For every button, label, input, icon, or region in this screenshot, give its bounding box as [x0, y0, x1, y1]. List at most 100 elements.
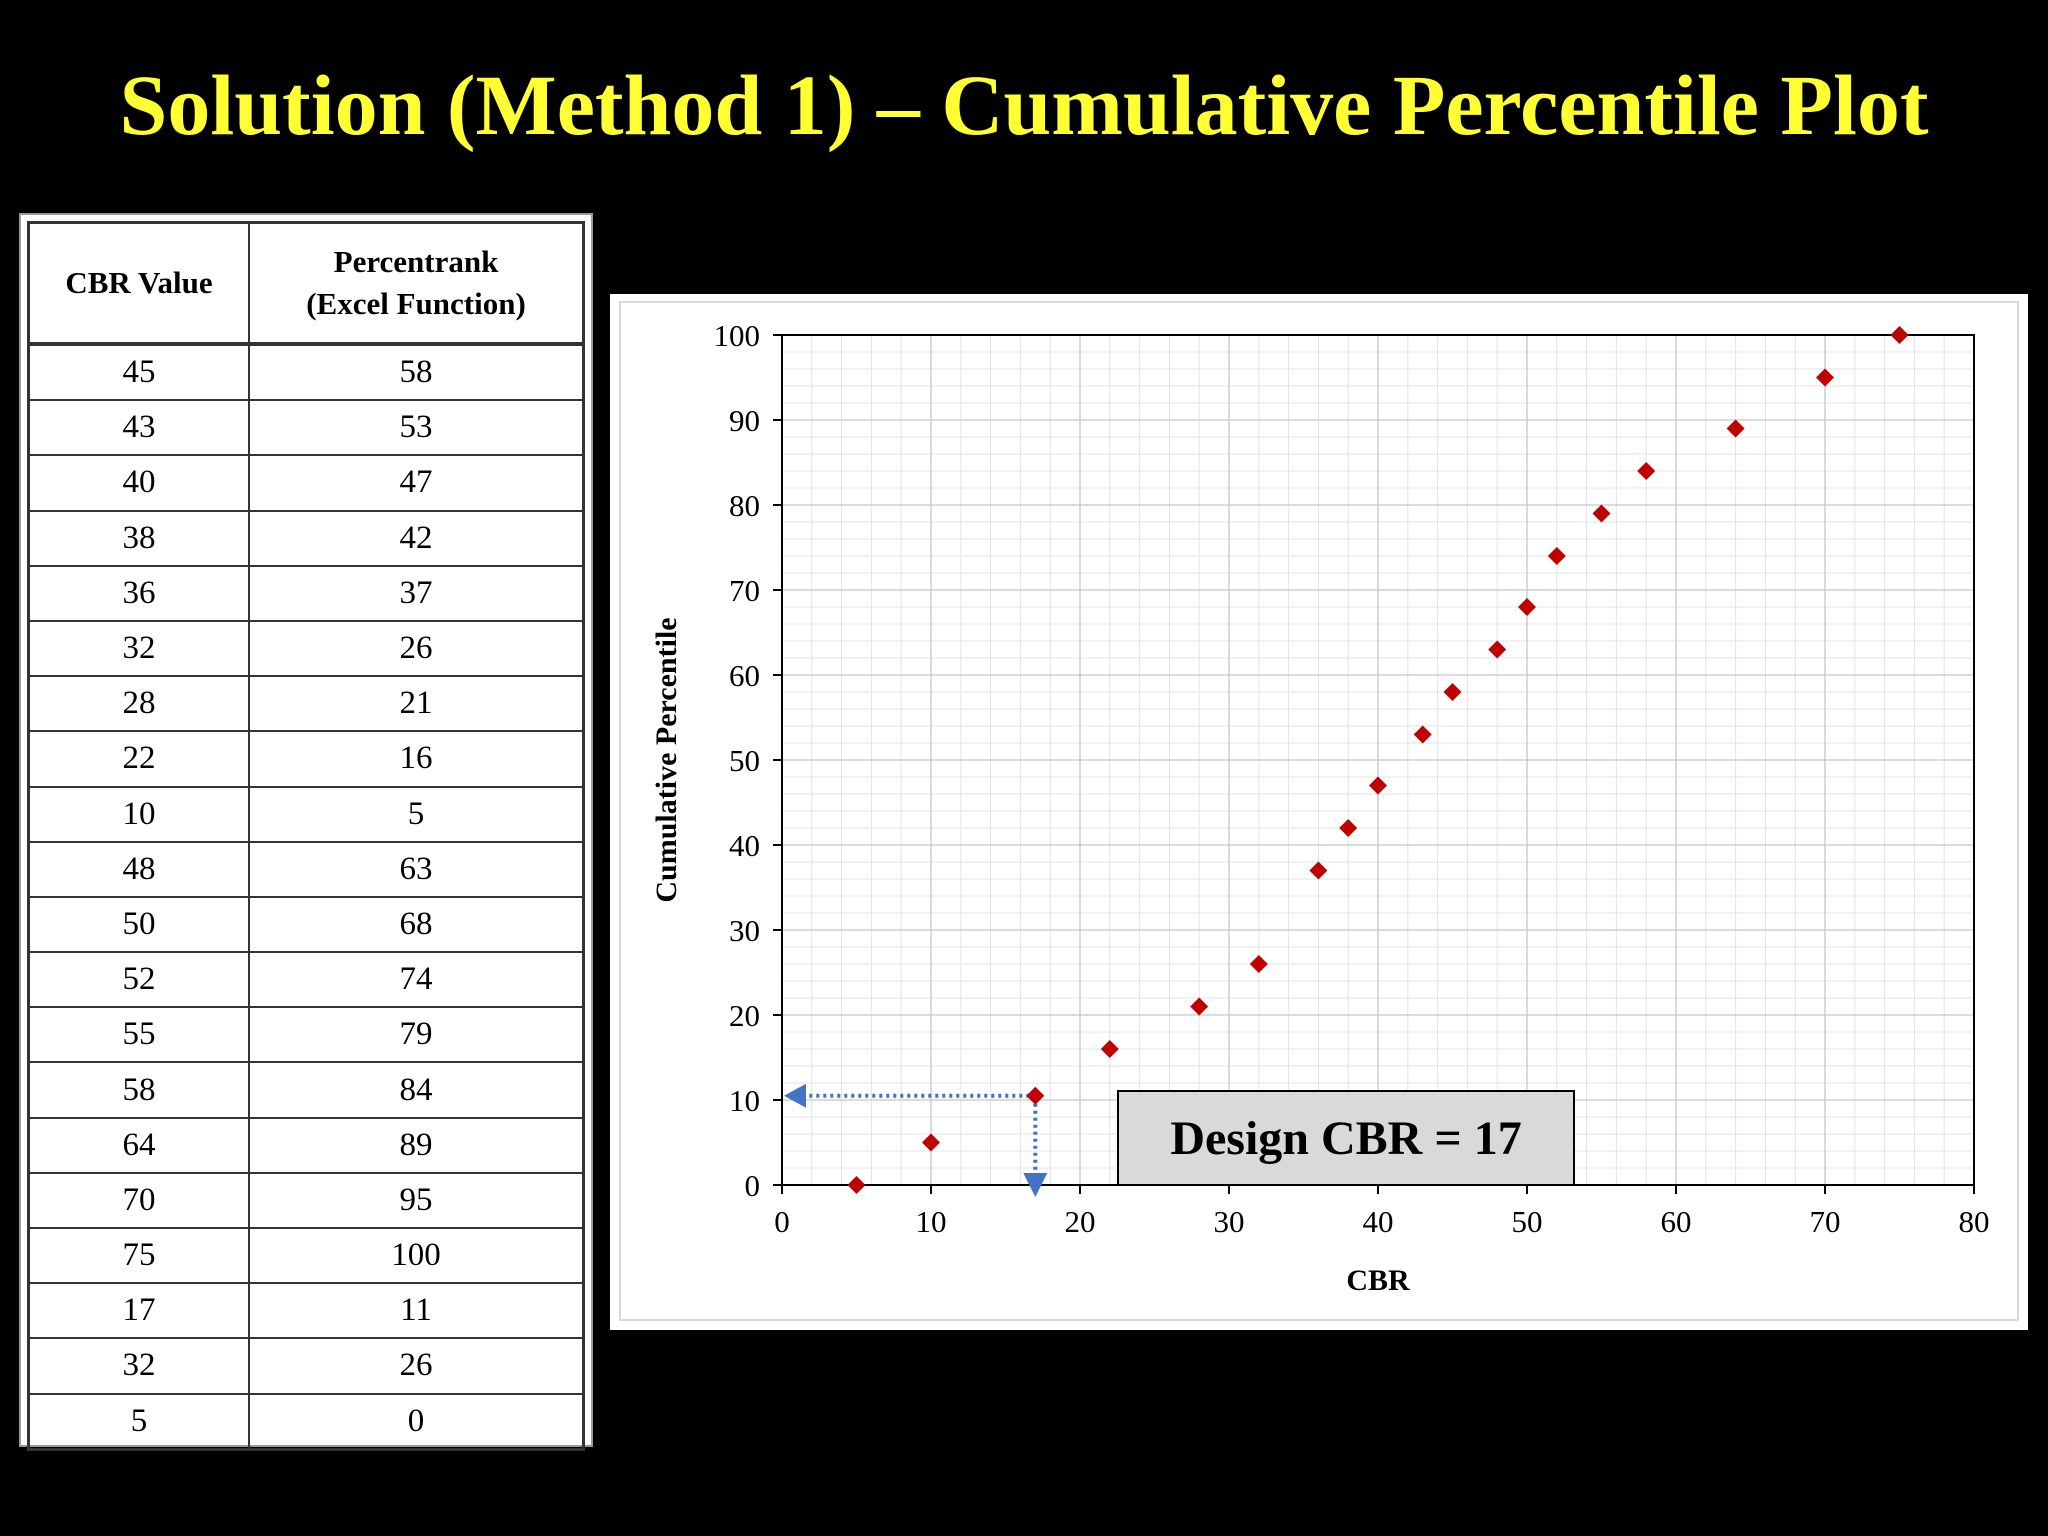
cell-cbr-value: 32 [27, 619, 250, 678]
data-point [1816, 368, 1834, 387]
data-point [1339, 819, 1358, 837]
cell-percentrank: 47 [248, 454, 585, 512]
cell-percentrank: 16 [248, 730, 585, 788]
header-cbr-value: CBR Value [27, 221, 250, 346]
data-point [1190, 997, 1209, 1016]
header-percentrank: Percentrank (Excel Function) [248, 221, 585, 346]
cell-cbr-value: 75 [27, 1226, 250, 1285]
y-tick-label: 90 [729, 403, 760, 438]
data-point [1249, 955, 1268, 973]
y-tick-label: 70 [729, 573, 760, 608]
cell-percentrank: 79 [248, 1006, 585, 1064]
data-point [1026, 1086, 1045, 1105]
cell-percentrank: 26 [248, 619, 585, 678]
slide-title: Solution (Method 1) – Cumulative Percent… [119, 57, 1929, 153]
cell-cbr-value: 50 [27, 895, 250, 954]
scatter-chart: 0 10 20 30 40 50 60 70 80 0 10 20 30 40 50 60 70 80 90 100 C… [619, 301, 2019, 1321]
y-tick-label: 100 [714, 318, 761, 353]
cell-percentrank: 0 [248, 1392, 585, 1451]
table-row: 55 79 [27, 1006, 585, 1064]
cell-cbr-value: 32 [27, 1337, 250, 1395]
cell-cbr-value: 52 [27, 951, 250, 1009]
table-row: 43 53 [27, 399, 585, 457]
cell-cbr-value: 10 [27, 785, 250, 843]
header-percentrank-line2: (Excel Function) [306, 286, 526, 321]
table-row: 36 37 [27, 564, 585, 622]
table-row: 58 84 [27, 1061, 585, 1119]
table-row: 32 26 [27, 1337, 585, 1395]
data-point [1100, 1040, 1119, 1058]
table-row: 48 63 [27, 840, 585, 898]
data-point [1637, 462, 1656, 480]
cell-percentrank: 42 [248, 509, 585, 567]
y-tick-label: 20 [729, 998, 760, 1033]
x-tick-label: 80 [1959, 1204, 1990, 1239]
cell-cbr-value: 55 [27, 1006, 250, 1064]
table-row: 50 68 [27, 895, 585, 954]
data-point [1369, 776, 1387, 795]
cell-percentrank: 26 [248, 1337, 585, 1395]
cell-cbr-value: 64 [27, 1116, 250, 1174]
table-row: 32 26 [27, 619, 585, 678]
cell-cbr-value: 38 [27, 509, 250, 567]
cell-cbr-value: 58 [27, 1061, 250, 1119]
y-axis-title: Cumulative Percentile [650, 617, 683, 902]
y-tick-label: 30 [729, 913, 760, 948]
table-row: 70 95 [27, 1171, 585, 1230]
cell-percentrank: 68 [248, 895, 585, 954]
table-row: 75 100 [27, 1226, 585, 1285]
data-point [847, 1176, 866, 1194]
x-tick-label: 10 [916, 1204, 947, 1239]
cell-percentrank: 84 [248, 1061, 585, 1119]
design-cbr-callout [1117, 1090, 1575, 1186]
table-row: 28 21 [27, 675, 585, 733]
table-row: 52 74 [27, 951, 585, 1009]
y-tick-label: 80 [729, 488, 760, 523]
data-point [922, 1133, 940, 1152]
table-header-row: CBR Value Percentrank (Excel Function) [27, 221, 585, 346]
cell-cbr-value: 45 [27, 342, 250, 402]
cbr-table-panel: CBR Value Percentrank (Excel Function) 4… [19, 213, 593, 1451]
design-cbr-label: Design CBR = 17 [1170, 1112, 1521, 1165]
cell-percentrank: 11 [248, 1282, 585, 1340]
cell-percentrank: 89 [248, 1116, 585, 1174]
data-point [1488, 640, 1507, 659]
cell-percentrank: 53 [248, 399, 585, 457]
x-tick-label: 20 [1065, 1204, 1096, 1239]
cell-percentrank: 5 [248, 785, 585, 843]
x-tick-label: 40 [1363, 1204, 1394, 1239]
cell-percentrank: 74 [248, 951, 585, 1009]
cell-cbr-value: 17 [27, 1282, 250, 1340]
cell-cbr-value: 43 [27, 399, 250, 457]
x-tick-label: 70 [1810, 1204, 1841, 1239]
cell-cbr-value: 5 [27, 1392, 250, 1451]
x-axis-title: CBR [1346, 1264, 1410, 1297]
table-row: 45 58 [27, 342, 585, 402]
y-tick-label: 50 [729, 743, 760, 778]
cell-percentrank: 100 [248, 1226, 585, 1285]
cell-percentrank: 58 [248, 342, 585, 402]
data-point [1443, 683, 1462, 701]
y-tick-label: 10 [729, 1083, 760, 1118]
table-body: 45 58 43 53 40 47 38 42 36 37 32 26 28 21 22 16 10 5 48 63 5… [27, 342, 585, 1451]
cbr-table: CBR Value Percentrank (Excel Function) 4… [27, 221, 585, 1451]
arrow-down-icon [1023, 1173, 1048, 1197]
x-tick-label: 60 [1661, 1204, 1692, 1239]
table-row: 22 16 [27, 730, 585, 788]
table-row: 17 11 [27, 1282, 585, 1340]
arrow-left-icon [784, 1083, 806, 1108]
data-point [1890, 326, 1909, 344]
table-row: 10 5 [27, 785, 585, 843]
data-point [1592, 504, 1611, 523]
cell-percentrank: 21 [248, 675, 585, 733]
cell-cbr-value: 28 [27, 675, 250, 733]
data-point [1518, 598, 1536, 616]
cell-cbr-value: 48 [27, 840, 250, 898]
y-tick-label: 40 [729, 828, 760, 863]
header-percentrank-line1: Percentrank [333, 244, 499, 280]
cell-percentrank: 95 [248, 1171, 585, 1230]
cell-cbr-value: 40 [27, 454, 250, 512]
table-row: 38 42 [27, 509, 585, 567]
x-tick-label: 0 [774, 1204, 790, 1239]
